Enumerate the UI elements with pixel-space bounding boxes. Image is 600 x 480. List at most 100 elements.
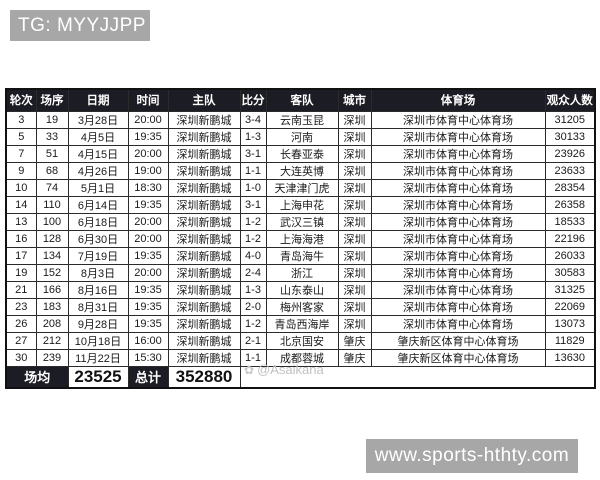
match-cell: 深圳新鹏城	[167, 161, 241, 180]
match-row: 30 239 11月22日 15:30 深圳新鹏城 1-1 成都蓉城 肇庆 肇庆新区体育中心体育…	[5, 348, 596, 367]
match-cell: 31325	[544, 280, 596, 299]
match-row: 26 208 9月28日 19:35 深圳新鹏城 1-2 青岛西海岸 深圳 深圳市体育中心体育场…	[5, 314, 596, 333]
match-cell: 100	[35, 212, 69, 231]
match-cell: 1-3	[239, 280, 267, 299]
match-cell: 6月30日	[67, 229, 129, 248]
match-cell: 110	[35, 195, 69, 214]
match-cell: 152	[35, 263, 69, 282]
match-cell: 27	[5, 331, 37, 350]
header-cell: 日期	[67, 88, 129, 112]
match-row: 23 183 8月31日 19:35 深圳新鹏城 2-0 梅州客家 深圳 深圳市体育中心体育场 2…	[5, 297, 596, 316]
match-cell: 4月5日	[67, 127, 129, 146]
match-cell: 134	[35, 246, 69, 265]
summary-row: 场均 23525 总计 352880	[5, 365, 596, 388]
match-cell: 浙江	[265, 263, 339, 282]
match-cell: 19	[35, 110, 69, 129]
match-row: 21 166 8月16日 19:35 深圳新鹏城 1-3 山东泰山 深圳 深圳市体育中心体育场 3…	[5, 280, 596, 299]
header-cell: 观众人数	[544, 88, 596, 112]
header-cell: 轮次	[5, 88, 37, 112]
match-cell: 239	[35, 348, 69, 367]
match-cell: 深圳市体育中心体育场	[370, 110, 546, 129]
match-cell: 深圳市体育中心体育场	[370, 297, 546, 316]
match-cell: 云南玉昆	[265, 110, 339, 129]
match-cell: 19:35	[127, 127, 169, 146]
match-cell: 大连英博	[265, 161, 339, 180]
header-cell: 时间	[127, 88, 169, 112]
match-cell: 6月18日	[67, 212, 129, 231]
header-cell: 客队	[265, 88, 339, 112]
match-cell: 深圳市体育中心体育场	[370, 178, 546, 197]
total-label: 总计	[127, 365, 169, 388]
match-cell: 2-0	[239, 297, 267, 316]
match-cell: 天津津门虎	[265, 178, 339, 197]
match-cell: 深圳新鹏城	[167, 195, 241, 214]
match-cell: 深圳市体育中心体育场	[370, 314, 546, 333]
match-cell: 深圳	[337, 110, 372, 129]
match-cell: 8月3日	[67, 263, 129, 282]
match-cell: 5	[5, 127, 37, 146]
match-cell: 深圳市体育中心体育场	[370, 229, 546, 248]
match-cell: 9月28日	[67, 314, 129, 333]
match-cell: 3	[5, 110, 37, 129]
website-badge: www.sports-hthty.com	[366, 439, 578, 473]
match-cell: 15:30	[127, 348, 169, 367]
match-cell: 166	[35, 280, 69, 299]
match-cell: 8月16日	[67, 280, 129, 299]
match-cell: 19:35	[127, 297, 169, 316]
match-cell: 深圳市体育中心体育场	[370, 280, 546, 299]
match-cell: 3月28日	[67, 110, 129, 129]
match-cell: 青岛西海岸	[265, 314, 339, 333]
match-cell: 深圳市体育中心体育场	[370, 263, 546, 282]
match-cell: 深圳	[337, 263, 372, 282]
match-cell: 青岛海牛	[265, 246, 339, 265]
match-cell: 13630	[544, 348, 596, 367]
match-cell: 深圳新鹏城	[167, 331, 241, 350]
match-cell: 深圳	[337, 246, 372, 265]
match-cell: 1-3	[239, 127, 267, 146]
match-cell: 19:35	[127, 195, 169, 214]
match-cell: 30	[5, 348, 37, 367]
avg-label: 场均	[5, 365, 69, 388]
match-cell: 23926	[544, 144, 596, 163]
match-cell: 梅州客家	[265, 297, 339, 316]
watermark-text: @Asaikana	[257, 362, 324, 377]
match-cell: 21	[5, 280, 37, 299]
match-row: 27 212 10月18日 16:00 深圳新鹏城 2-1 北京国安 肇庆 肇庆新区体育中心体育…	[5, 331, 596, 350]
header-cell: 体育场	[370, 88, 546, 112]
match-cell: 183	[35, 297, 69, 316]
match-cell: 深圳新鹏城	[167, 178, 241, 197]
match-cell: 20:00	[127, 229, 169, 248]
match-cell: 74	[35, 178, 69, 197]
footer-empty-cell	[239, 365, 596, 388]
match-cell: 深圳新鹏城	[167, 229, 241, 248]
match-cell: 山东泰山	[265, 280, 339, 299]
match-cell: 30133	[544, 127, 596, 146]
match-cell: 深圳	[337, 178, 372, 197]
match-cell: 31205	[544, 110, 596, 129]
match-cell: 深圳新鹏城	[167, 127, 241, 146]
match-cell: 10月18日	[67, 331, 129, 350]
match-cell: 18533	[544, 212, 596, 231]
match-cell: 26358	[544, 195, 596, 214]
match-cell: 武汉三镇	[265, 212, 339, 231]
match-cell: 19:35	[127, 314, 169, 333]
match-cell: 1-2	[239, 229, 267, 248]
match-cell: 3-4	[239, 110, 267, 129]
match-cell: 深圳市体育中心体育场	[370, 195, 546, 214]
match-cell: 深圳市体育中心体育场	[370, 212, 546, 231]
match-cell: 14	[5, 195, 37, 214]
match-cell: 深圳新鹏城	[167, 212, 241, 231]
match-cell: 16	[5, 229, 37, 248]
match-cell: 212	[35, 331, 69, 350]
match-cell: 20:00	[127, 144, 169, 163]
match-row: 9 68 4月26日 19:00 深圳新鹏城 1-1 大连英博 深圳 深圳市体育中心体育场 236…	[5, 161, 596, 180]
match-row: 7 51 4月15日 20:00 深圳新鹏城 3-1 长春亚泰 深圳 深圳市体育中心体育场 239…	[5, 144, 596, 163]
match-cell: 深圳	[337, 212, 372, 231]
match-cell: 深圳市体育中心体育场	[370, 246, 546, 265]
match-cell: 深圳	[337, 297, 372, 316]
avg-value: 23525	[67, 365, 129, 388]
match-cell: 深圳	[337, 229, 372, 248]
match-cell: 深圳	[337, 161, 372, 180]
match-cell: 深圳	[337, 314, 372, 333]
header-cell: 场序	[35, 88, 69, 112]
